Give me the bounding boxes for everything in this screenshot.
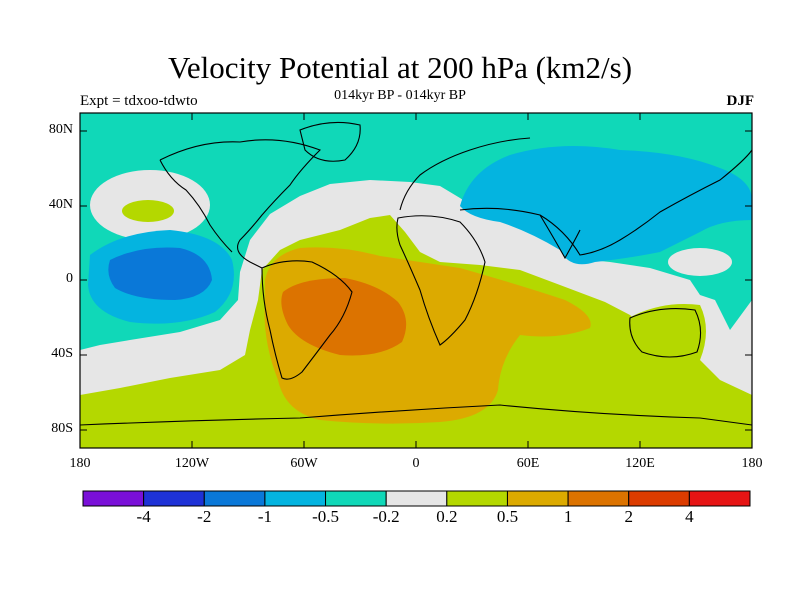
coast-south-america [261,260,353,380]
field-blue-north [460,146,752,265]
lon-label-60e: 60E [516,456,540,471]
lon-label-180e: 180 [741,456,763,471]
colorbar-box [82,490,145,507]
lon-label-180w: 180 [69,456,91,471]
colorbar-label: 0.2 [436,507,458,526]
colorbar-label: -0.5 [312,507,339,526]
colorbar-box [325,490,387,507]
coast-india [539,214,581,260]
colorbar-label: -2 [197,507,212,526]
lon-label-120e: 120E [625,456,655,471]
lat-label-80s: 80S [51,421,73,436]
coastlines [80,121,752,426]
lat-label-0: 0 [66,271,73,286]
coast-asia [459,149,752,256]
field-green-pacific [122,200,174,222]
coast-africa [396,215,486,346]
field-dark-blue [108,247,212,300]
coast-antarctica [80,404,752,426]
colorbar-box [143,490,205,507]
field-orange [281,278,407,356]
lon-ticks [191,113,641,448]
colorbar-box [203,490,266,507]
lat-label-40s: 40S [51,346,73,361]
lon-label-120w: 120W [174,456,210,471]
colorbar-box [688,490,751,507]
coast-north-america [159,139,321,269]
colorbar-label: 2 [624,507,633,526]
lon-label-60w: 60W [290,456,318,471]
lon-label-0: 0 [412,456,420,471]
colorbar-label: -4 [136,507,151,526]
field-grey-wpacific [668,248,732,276]
lat-label-80n: 80N [48,122,73,137]
contour-field [80,113,752,448]
coast-greenland [299,121,361,162]
lat-ticks [80,130,752,431]
colorbar-box [567,490,630,507]
colorbar-box [506,490,569,507]
colorbar-label: 4 [685,507,694,526]
colorbar-box [264,490,327,507]
colorbar-box [628,490,690,507]
colorbar-label: 0.5 [496,507,519,526]
coast-europe [399,137,531,211]
map-title: Velocity Potential at 200 hPa (km2/s) [167,50,633,85]
experiment-label: Expt = tdxoo-tdwto [80,93,198,109]
field-green-australia [624,304,706,366]
colorbar-label: 1 [563,507,573,526]
colorbar-box [385,490,448,507]
colorbar-label: -1 [257,507,272,526]
season-label: DJF [726,93,755,109]
colorbar-label: -0.2 [372,507,400,526]
coast-australia [629,308,702,358]
colorbar-box [446,490,508,507]
lat-label-40n: 40N [48,197,73,212]
map-subtitle: 014kyr BP - 014kyr BP [334,88,466,103]
